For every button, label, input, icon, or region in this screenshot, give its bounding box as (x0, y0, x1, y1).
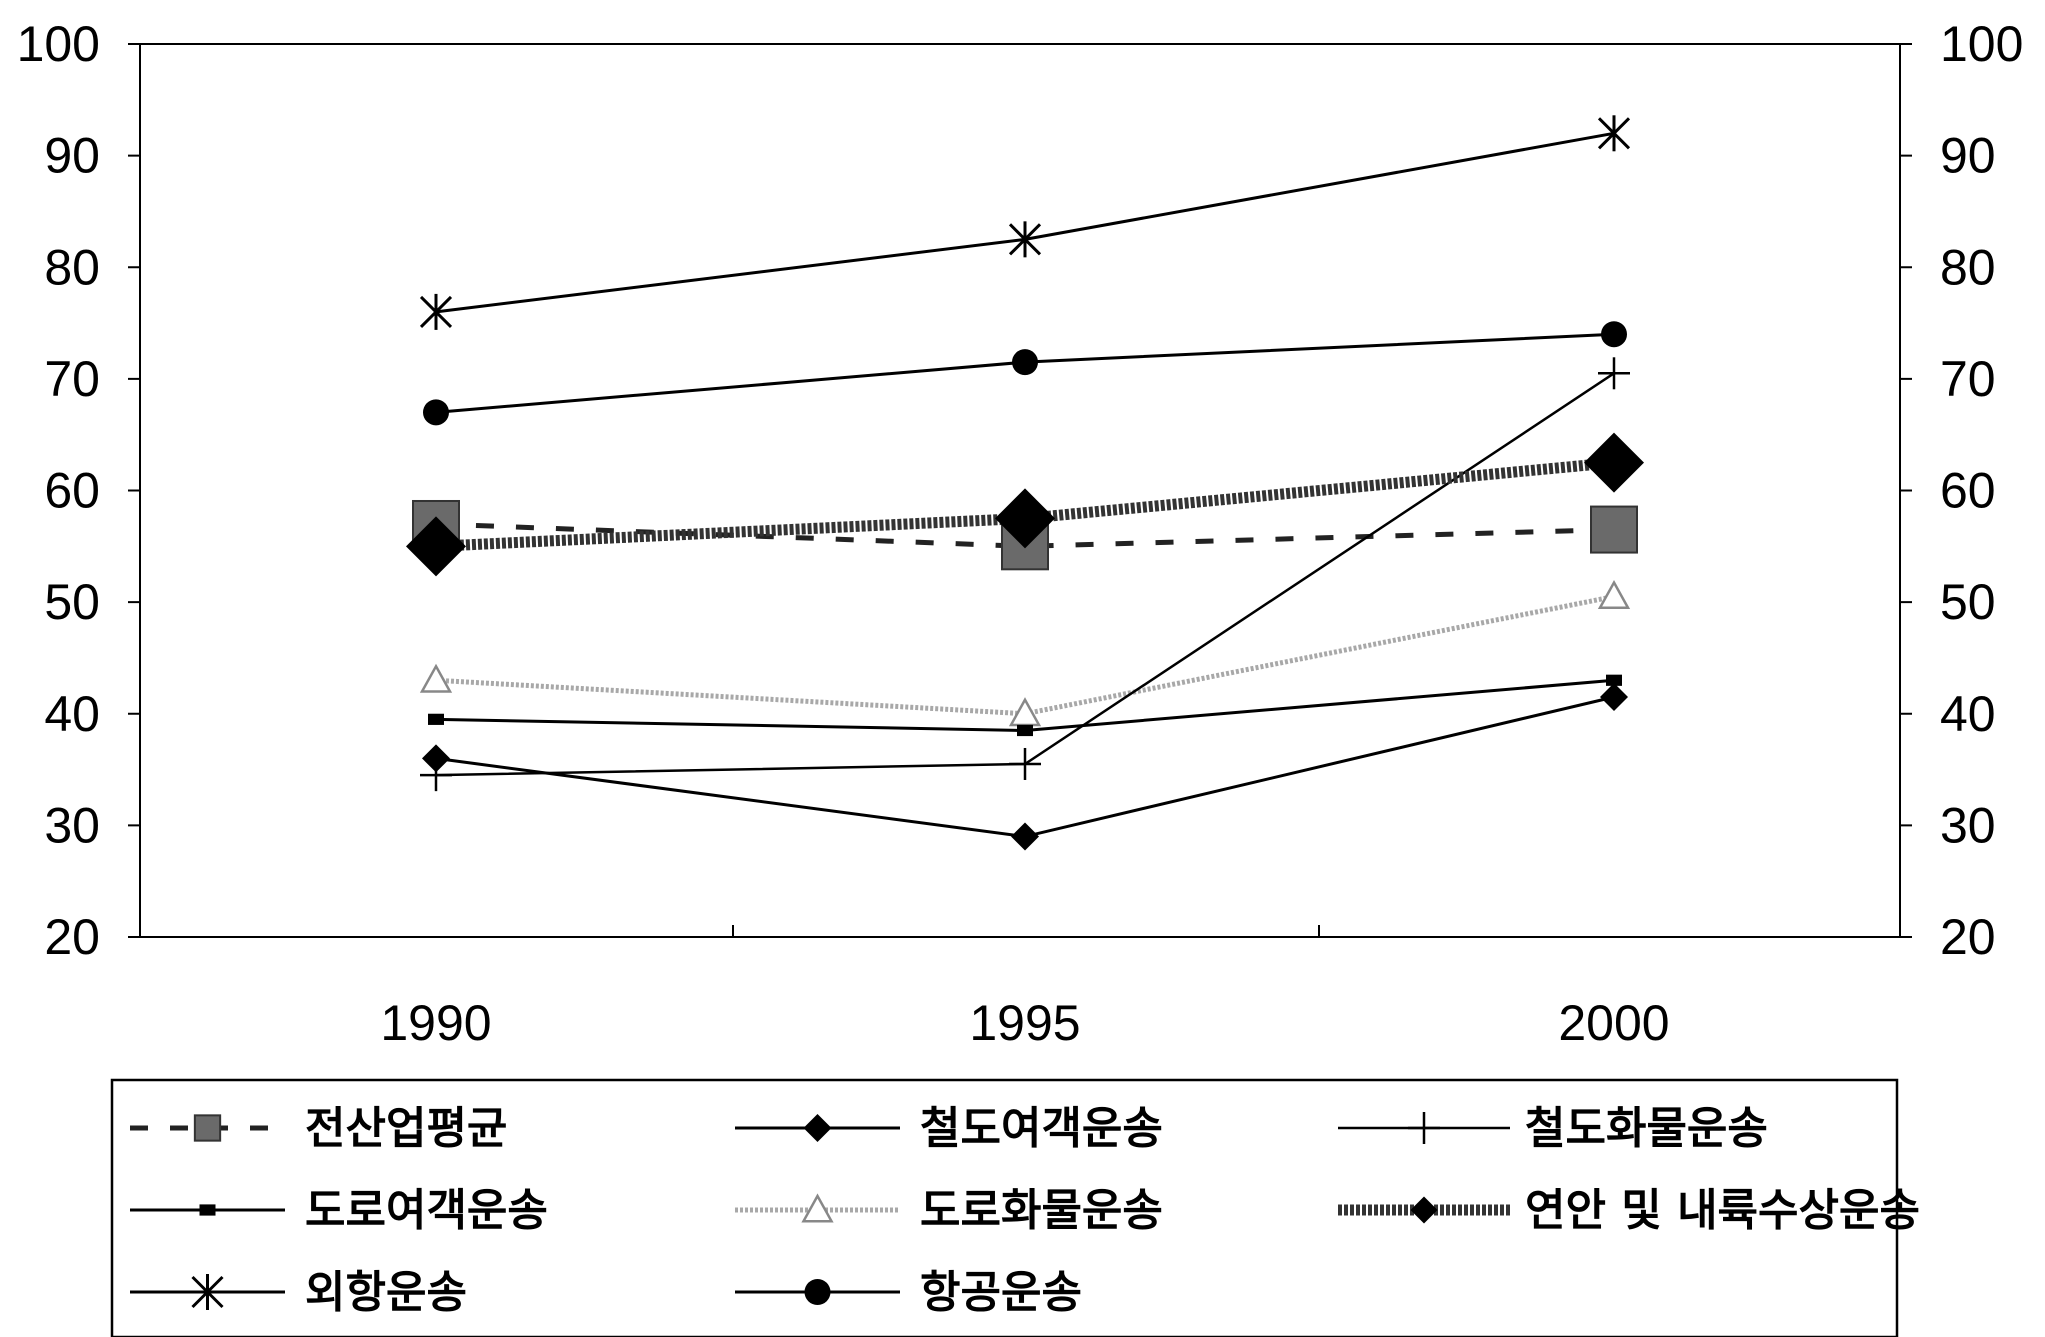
legend-item: 연안 및 내륙수상운송 (1338, 1185, 1920, 1236)
y-tick-label-right: 40 (1940, 686, 1996, 742)
axes: 20 20 30 30 40 40 50 50 60 60 70 70 80 80 90 90 100 100 19… (17, 16, 2024, 1051)
data-point-series-3 (1598, 357, 1630, 390)
plot-area-frame (139, 43, 1901, 938)
legend-item: 철도화물운송 (1338, 1103, 1768, 1154)
legend-label: 전산업평균 (305, 1103, 507, 1154)
data-point-series-7 (1597, 115, 1631, 152)
legend-swatch-marker (801, 1193, 834, 1223)
data-point-series-4 (1017, 724, 1033, 737)
legend-label: 연안 및 내륙수상운송 (1525, 1185, 1920, 1236)
y-tick-label-left: 50 (44, 574, 100, 630)
legend-label: 철도여객운송 (920, 1103, 1163, 1154)
legend-swatch-marker (191, 1274, 224, 1310)
legend-label: 항공운송 (920, 1267, 1082, 1318)
legend-swatch-marker (193, 1114, 222, 1142)
x-tick-label: 2000 (1558, 995, 1669, 1051)
y-tick-label-right: 30 (1940, 797, 1996, 853)
data-point-series-8 (1012, 349, 1038, 376)
data-point-series-7 (1008, 221, 1042, 258)
legend-label: 외항운송 (305, 1267, 467, 1318)
data-point-series-5 (419, 663, 453, 693)
x-tick-label: 1990 (380, 995, 491, 1051)
data-point-series-3 (1009, 747, 1041, 780)
legend-item: 항공운송 (735, 1267, 1082, 1318)
y-tick-label-left: 20 (44, 909, 100, 965)
data-point-series-4 (428, 713, 444, 725)
data-point-series-6 (995, 488, 1055, 549)
legend-swatch-marker (199, 1204, 216, 1216)
y-tick-label-left: 30 (44, 797, 100, 853)
legend-item: 철도여객운송 (735, 1103, 1163, 1154)
y-tick-label-right: 20 (1940, 909, 1996, 965)
y-tick-label-left: 70 (44, 351, 100, 407)
series-markers (406, 115, 1644, 851)
data-point-series-8 (1601, 321, 1627, 348)
legend-item: 도로여객운송 (130, 1185, 548, 1236)
data-point-series-8 (423, 399, 449, 426)
data-point-series-1 (1590, 505, 1638, 554)
data-point-series-2 (1600, 683, 1628, 712)
legend-swatch-marker (804, 1279, 831, 1305)
y-tick-label-right: 100 (1940, 16, 2023, 72)
y-tick-label-left: 40 (44, 686, 100, 742)
legend-label: 철도화물운송 (1525, 1103, 1768, 1154)
data-point-series-2 (422, 744, 450, 773)
data-point-series-2 (1011, 822, 1039, 851)
legend-item: 외항운송 (130, 1267, 467, 1318)
data-point-series-5 (1597, 579, 1631, 609)
x-tick-label: 1995 (969, 995, 1080, 1051)
y-tick-label-right: 60 (1940, 463, 1996, 519)
legend-swatch-marker (803, 1114, 832, 1142)
data-point-series-4 (1606, 674, 1622, 686)
data-point-series-6 (406, 516, 466, 577)
y-tick-label-right: 80 (1940, 239, 1996, 295)
y-tick-label-left: 80 (44, 239, 100, 295)
y-tick-label-right: 50 (1940, 574, 1996, 630)
data-point-series-7 (419, 293, 453, 330)
legend-swatch-marker (1410, 1196, 1438, 1224)
data-point-series-6 (1584, 432, 1644, 493)
y-tick-label-left: 90 (44, 128, 100, 184)
legend-item: 도로화물운송 (735, 1185, 1163, 1236)
y-tick-label-left: 60 (44, 463, 100, 519)
y-tick-label-right: 70 (1940, 351, 1996, 407)
y-tick-label-right: 90 (1940, 128, 1996, 184)
legend-box (110, 1078, 1899, 1337)
y-tick-label-left: 100 (17, 16, 100, 72)
series-line-5 (435, 594, 1615, 717)
legend-swatch-marker (1408, 1112, 1440, 1144)
legend-label: 도로화물운송 (920, 1185, 1163, 1236)
legend-item: 전산업평균 (130, 1103, 507, 1154)
legend-label: 도로여객운송 (305, 1185, 548, 1236)
